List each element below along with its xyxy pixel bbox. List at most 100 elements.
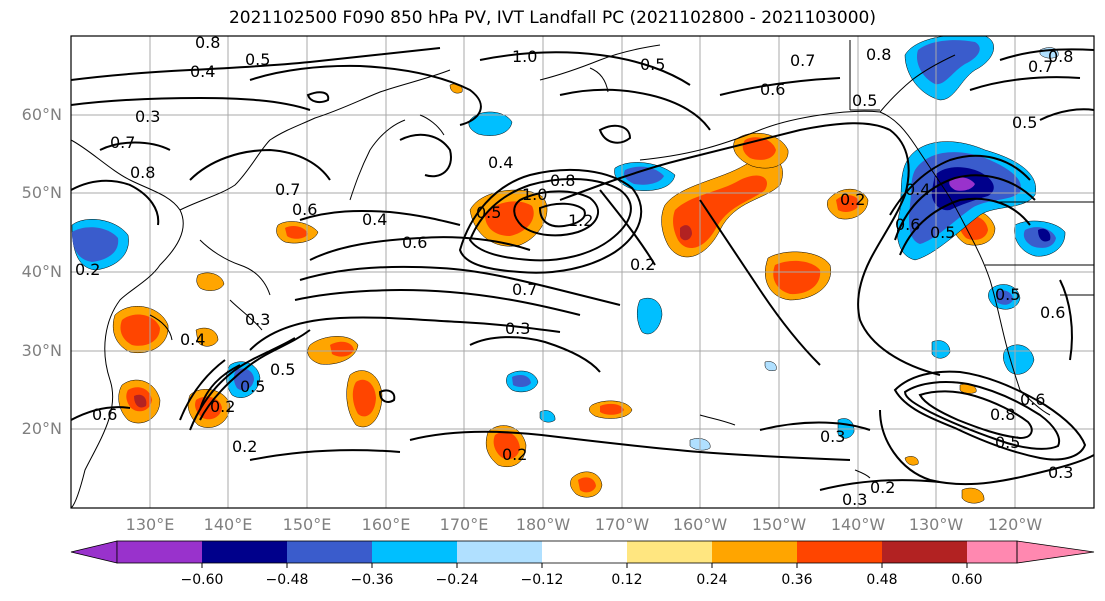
colorbar-max-extend bbox=[1016, 540, 1095, 564]
contour-label: 0.8 bbox=[195, 33, 220, 52]
lon-label: 170°W bbox=[594, 515, 650, 534]
colorbar-segment bbox=[542, 541, 627, 563]
pv-pos-blob bbox=[578, 477, 596, 493]
contour-label: 0.4 bbox=[905, 180, 930, 199]
lon-label: 150°E bbox=[282, 515, 332, 534]
colorbar-segment bbox=[117, 541, 202, 563]
contour-label: 0.7 bbox=[275, 180, 300, 199]
contour-label: 0.3 bbox=[820, 427, 845, 446]
colorbar-segment bbox=[967, 541, 1017, 563]
colorbar-outline bbox=[116, 540, 1018, 564]
contour-label: 0.3 bbox=[842, 490, 867, 509]
pv-neg-blob bbox=[637, 297, 663, 335]
colorbar-tick-label: −0.48 bbox=[265, 572, 309, 588]
colorbar-tick-label: 0.24 bbox=[696, 572, 728, 588]
contour-label: 0.3 bbox=[1048, 463, 1073, 482]
pv-pos-blob bbox=[493, 431, 520, 460]
contour-label: 0.6 bbox=[1020, 390, 1045, 409]
colorbar-segment bbox=[797, 541, 882, 563]
contour-label: 1.0 bbox=[512, 47, 537, 66]
pv-pos-blob bbox=[904, 456, 919, 466]
lon-label: 120°W bbox=[987, 515, 1043, 534]
pv-pos-blob bbox=[600, 403, 624, 415]
colorbar-tick-label: −0.36 bbox=[350, 572, 394, 588]
contour-label: 0.4 bbox=[180, 330, 205, 349]
contour-label: 0.7 bbox=[1028, 57, 1053, 76]
contour-label: 0.4 bbox=[362, 210, 387, 229]
contour-label: 0.2 bbox=[75, 260, 100, 279]
contour-label: 1.0 bbox=[522, 185, 547, 204]
contour-label: 0.4 bbox=[190, 62, 215, 81]
lon-label: 140°E bbox=[203, 515, 253, 534]
colorbar-tick-label: 0.12 bbox=[611, 572, 643, 588]
coastlines bbox=[71, 40, 1094, 508]
contour-label: 0.3 bbox=[135, 107, 160, 126]
contour-label: 0.2 bbox=[210, 397, 235, 416]
pv-pos-blob bbox=[961, 487, 985, 504]
contour-label: 1.2 bbox=[568, 211, 593, 230]
pv-neg-blob bbox=[512, 375, 531, 388]
contour-label: 0.7 bbox=[512, 280, 537, 299]
pv-neg-blob bbox=[996, 290, 1013, 305]
contour-label: 0.6 bbox=[92, 405, 117, 424]
colorbar-tick-label: −0.60 bbox=[180, 572, 224, 588]
contour-label: 0.8 bbox=[990, 405, 1015, 424]
colorbar-segment bbox=[627, 541, 712, 563]
pv-neg-blob bbox=[624, 166, 664, 185]
pv-neg-blob bbox=[539, 410, 556, 423]
colorbar-segment bbox=[457, 541, 542, 563]
graticule bbox=[71, 36, 1094, 508]
contour-label: 0.5 bbox=[640, 55, 665, 74]
chart-title: 2021102500 F090 850 hPa PV, IVT Landfall… bbox=[228, 8, 876, 28]
contour-label: 0.6 bbox=[895, 215, 920, 234]
contour-label: 0.2 bbox=[630, 255, 655, 274]
contour-label: 0.2 bbox=[840, 190, 865, 209]
lat-label: 20°N bbox=[21, 419, 62, 438]
lat-label: 60°N bbox=[21, 105, 62, 124]
colorbar-tick-label: 0.36 bbox=[781, 572, 813, 588]
lon-label: 130°E bbox=[125, 515, 175, 534]
colorbar-min-extend bbox=[70, 540, 118, 564]
colorbar-tick-label: 0.48 bbox=[866, 572, 898, 588]
contour-label: 0.5 bbox=[245, 50, 270, 69]
pv-pos-blob bbox=[352, 379, 376, 417]
contour-label: 0.5 bbox=[1012, 113, 1037, 132]
lon-label: 160°E bbox=[361, 515, 411, 534]
contour-label: 0.5 bbox=[995, 433, 1020, 452]
pv-shading bbox=[71, 36, 1066, 504]
contour-label: 0.3 bbox=[505, 319, 530, 338]
contour-label: 0.5 bbox=[240, 377, 265, 396]
contour-label: 0.6 bbox=[402, 233, 427, 252]
contour-label: 0.5 bbox=[270, 360, 295, 379]
contour-label: 0.5 bbox=[930, 223, 955, 242]
ivt-contours bbox=[71, 47, 1094, 491]
pv-neg-blob bbox=[72, 227, 119, 262]
pv-pos-blob bbox=[485, 201, 534, 236]
pv-pos-blob bbox=[195, 327, 219, 347]
pv-negative-areas bbox=[71, 36, 1066, 451]
colorbar-segment bbox=[202, 541, 287, 563]
contour-label: 0.6 bbox=[1040, 303, 1065, 322]
contour-label: 0.2 bbox=[502, 445, 527, 464]
pv-neg-blob bbox=[1003, 344, 1035, 375]
contour-label: 0.7 bbox=[110, 133, 135, 152]
colorbar-tick-label: −0.12 bbox=[520, 572, 564, 588]
colorbar-segment bbox=[372, 541, 457, 563]
colorbar-segment bbox=[712, 541, 797, 563]
lat-label: 50°N bbox=[21, 183, 62, 202]
lon-label: 130°W bbox=[908, 515, 964, 534]
lon-label: 140°W bbox=[830, 515, 886, 534]
pv-pos-blob bbox=[330, 341, 354, 357]
pv-pos-blob bbox=[773, 260, 821, 295]
lon-label: 180°W bbox=[515, 515, 571, 534]
contour-label: 0.8 bbox=[130, 163, 155, 182]
pv-neg-blob bbox=[949, 177, 975, 191]
contour-label: 0.8 bbox=[866, 45, 891, 64]
colorbar-tick-label: −0.24 bbox=[435, 572, 479, 588]
contour-labels: 0.8 0.4 0.5 1.0 0.5 0.7 0.8 0.5 0.8 0.7 … bbox=[75, 33, 1073, 509]
pv-pos-blob bbox=[673, 175, 768, 249]
pv-pos-blob bbox=[836, 195, 860, 212]
lat-label: 40°N bbox=[21, 262, 62, 281]
pv-pos-blob bbox=[680, 225, 692, 241]
